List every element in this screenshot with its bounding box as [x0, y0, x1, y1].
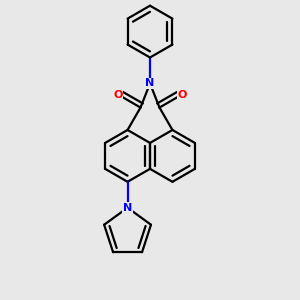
Text: N: N: [123, 203, 132, 213]
Text: O: O: [113, 90, 123, 100]
Text: N: N: [146, 78, 154, 88]
Text: O: O: [177, 90, 187, 100]
